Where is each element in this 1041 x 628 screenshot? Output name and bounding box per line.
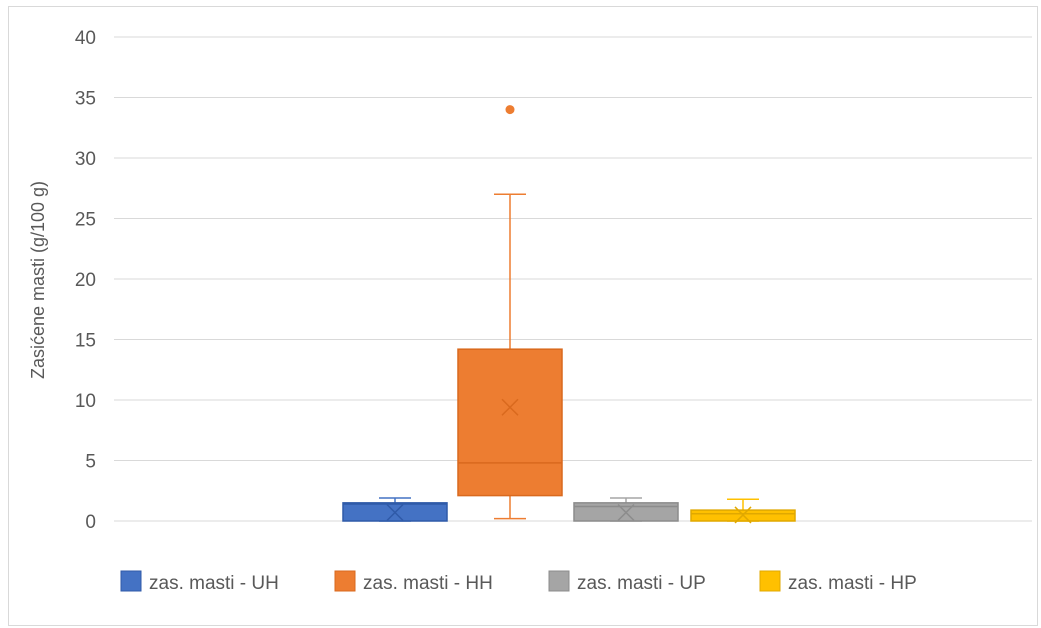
box-4 [690, 498, 796, 524]
box-2 [457, 105, 563, 520]
y-tick-label: 5 [85, 452, 96, 473]
y-tick-label: 20 [75, 270, 96, 291]
legend-item: zas. masti - UH [120, 570, 279, 594]
outlier-point [505, 105, 515, 115]
y-tick-label: 40 [75, 28, 96, 49]
mean-marker [386, 503, 404, 522]
legend-swatch [759, 570, 781, 592]
legend-item: zas. masti - UP [548, 570, 706, 594]
y-axis-label: Zasićene masti (g/100 g) [28, 181, 48, 379]
legend-item: zas. masti - HH [334, 570, 493, 594]
mean-marker [501, 398, 519, 416]
legend-item: zas. masti - HP [759, 570, 917, 594]
legend-swatch [548, 570, 570, 592]
legend-label: zas. masti - UH [149, 573, 279, 594]
box-1 [342, 497, 448, 522]
y-tick-label: 30 [75, 149, 96, 170]
gridlines [114, 36, 1032, 522]
legend-swatch [334, 570, 356, 592]
legend-swatch [120, 570, 142, 592]
box-series [342, 105, 796, 524]
y-tick-label: 25 [75, 210, 96, 231]
legend-label: zas. masti - UP [577, 573, 706, 594]
legend-label: zas. masti - HP [788, 573, 917, 594]
y-tick-label: 0 [85, 512, 96, 533]
y-tick-label: 35 [75, 89, 96, 110]
legend-label: zas. masti - HH [363, 573, 493, 594]
legend: zas. masti - UH zas. masti - HH zas. masti… [120, 570, 917, 594]
y-tick-label: 10 [75, 391, 96, 412]
box-body [457, 348, 563, 497]
box-3 [573, 497, 679, 522]
mean-marker [734, 506, 752, 524]
y-axis-ticks: 0 5 10 15 20 25 30 35 40 [75, 28, 96, 533]
mean-marker [617, 503, 635, 522]
chart-frame [8, 6, 1038, 626]
y-tick-label: 15 [75, 331, 96, 352]
